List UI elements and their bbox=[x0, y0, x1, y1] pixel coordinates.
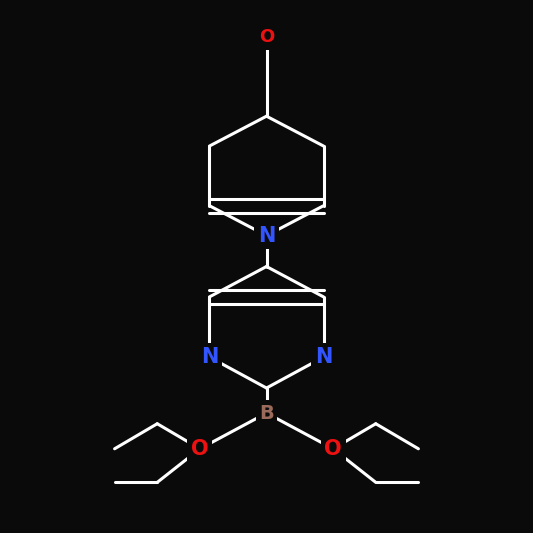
Text: B: B bbox=[259, 403, 274, 423]
Text: N: N bbox=[315, 347, 332, 367]
Text: N: N bbox=[201, 347, 218, 367]
Text: O: O bbox=[191, 439, 209, 459]
Text: O: O bbox=[324, 439, 342, 459]
Text: N: N bbox=[258, 225, 275, 246]
Text: O: O bbox=[259, 28, 274, 46]
